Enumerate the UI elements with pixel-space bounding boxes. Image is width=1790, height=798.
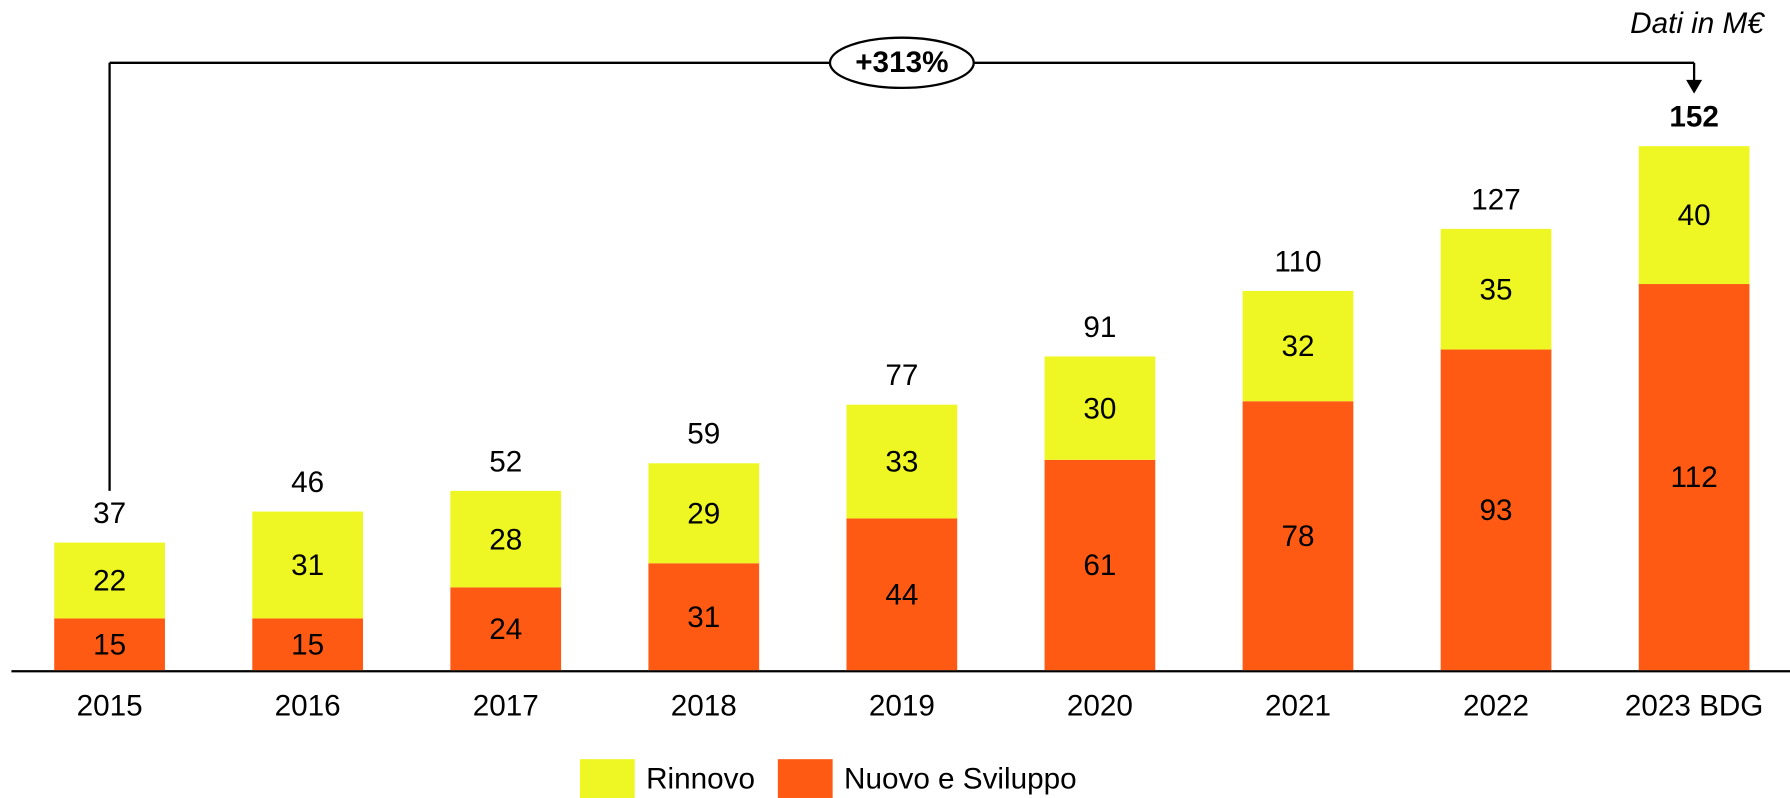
annotation-ellipse (828, 36, 975, 90)
total-label: 77 (885, 359, 918, 392)
growth-annotation: +313% (855, 46, 948, 79)
bar-segment (1044, 356, 1156, 460)
data-label: 44 (885, 578, 918, 611)
total-label: 110 (1274, 245, 1321, 278)
data-label: 35 (1480, 273, 1513, 306)
bar-segment (1440, 228, 1552, 350)
data-label: 33 (885, 446, 918, 479)
total-label: 46 (291, 466, 324, 499)
bar-segment (1638, 146, 1750, 285)
data-label: 40 (1678, 199, 1711, 232)
data-label: 31 (687, 601, 720, 634)
bar-segment (450, 490, 562, 588)
legend-swatch (777, 759, 833, 798)
legend-label: Rinnovo (646, 763, 755, 796)
bar-segment (1242, 290, 1354, 402)
data-label: 61 (1083, 549, 1116, 582)
bar-segment (450, 587, 562, 671)
legend-label: Nuovo e Sviluppo (844, 763, 1077, 796)
x-tick-label: 2017 (473, 690, 539, 723)
total-label: 37 (93, 497, 126, 530)
bar-segment (1044, 459, 1156, 671)
bar-segment (1638, 284, 1750, 671)
x-tick-label: 2021 (1265, 690, 1331, 723)
bar-segment (846, 518, 958, 671)
total-label: 127 (1471, 183, 1521, 216)
x-tick-label: 2022 (1463, 690, 1529, 723)
x-tick-label: 2018 (671, 690, 737, 723)
legend-swatch (579, 759, 635, 798)
bar-segment (54, 618, 165, 671)
data-label: 30 (1083, 392, 1116, 425)
x-tick-label: 2023 BDG (1625, 690, 1764, 723)
arrow-head (1686, 79, 1703, 94)
data-label: 24 (489, 613, 522, 646)
bar-segment (1242, 401, 1354, 671)
data-label: 93 (1480, 494, 1513, 527)
data-label: 29 (687, 497, 720, 530)
data-label: 28 (489, 523, 522, 556)
bar-segment (252, 511, 364, 619)
bar-segment (846, 404, 958, 519)
x-tick-label: 2015 (77, 690, 143, 723)
data-label: 22 (93, 565, 126, 598)
data-label: 32 (1281, 330, 1314, 363)
data-label: 15 (291, 628, 324, 661)
x-tick-label: 2020 (1067, 690, 1133, 723)
bar-segment (54, 542, 165, 619)
unit-note: Dati in M€ (1630, 7, 1765, 40)
total-label: 91 (1083, 311, 1116, 344)
bar-segment (1440, 349, 1552, 671)
total-label: 52 (489, 445, 522, 478)
bar-segment (648, 563, 760, 671)
x-tick-label: 2019 (869, 690, 935, 723)
bar-segment (648, 463, 760, 564)
total-label: 59 (687, 418, 720, 451)
total-label: 152 (1669, 101, 1719, 134)
data-label: 31 (291, 549, 324, 582)
x-tick-label: 2016 (275, 690, 341, 723)
data-label: 112 (1670, 461, 1717, 494)
bar-segment (252, 618, 364, 671)
data-label: 15 (93, 628, 126, 661)
data-label: 78 (1281, 520, 1314, 553)
